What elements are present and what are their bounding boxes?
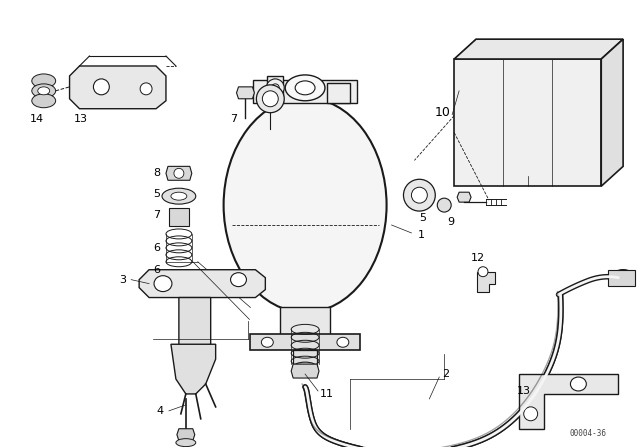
Polygon shape xyxy=(454,39,623,59)
Ellipse shape xyxy=(617,273,629,283)
Ellipse shape xyxy=(261,337,273,347)
Text: 7: 7 xyxy=(153,210,160,220)
Ellipse shape xyxy=(93,79,109,95)
Polygon shape xyxy=(179,297,211,351)
Polygon shape xyxy=(280,307,330,342)
Ellipse shape xyxy=(403,179,435,211)
Ellipse shape xyxy=(266,79,284,97)
Text: 10: 10 xyxy=(435,106,450,119)
Text: 2: 2 xyxy=(442,369,449,379)
Text: 1: 1 xyxy=(417,230,424,240)
Ellipse shape xyxy=(337,337,349,347)
Text: 8: 8 xyxy=(153,168,160,178)
Text: 14: 14 xyxy=(30,114,44,124)
Ellipse shape xyxy=(611,270,635,286)
Bar xyxy=(169,208,189,226)
Polygon shape xyxy=(608,270,635,286)
Text: 12: 12 xyxy=(471,253,485,263)
Text: 9: 9 xyxy=(447,217,454,227)
Ellipse shape xyxy=(412,187,428,203)
Polygon shape xyxy=(519,374,618,429)
Ellipse shape xyxy=(32,94,56,108)
Polygon shape xyxy=(237,87,255,99)
Polygon shape xyxy=(171,344,216,394)
Ellipse shape xyxy=(262,91,278,107)
Polygon shape xyxy=(327,83,350,103)
Polygon shape xyxy=(139,270,266,297)
Ellipse shape xyxy=(223,98,387,312)
Polygon shape xyxy=(250,334,360,350)
Text: 13: 13 xyxy=(74,114,88,124)
Text: 6: 6 xyxy=(153,265,160,275)
Polygon shape xyxy=(291,364,319,378)
Ellipse shape xyxy=(570,377,586,391)
Ellipse shape xyxy=(176,439,196,447)
Text: 6: 6 xyxy=(153,243,160,253)
Ellipse shape xyxy=(162,188,196,204)
Text: 11: 11 xyxy=(320,389,334,399)
Text: 7: 7 xyxy=(230,114,237,124)
Ellipse shape xyxy=(257,85,284,113)
Ellipse shape xyxy=(285,75,325,101)
Ellipse shape xyxy=(154,276,172,292)
Ellipse shape xyxy=(295,81,315,95)
Polygon shape xyxy=(70,66,166,109)
Polygon shape xyxy=(253,80,356,103)
Ellipse shape xyxy=(524,407,538,421)
Ellipse shape xyxy=(38,87,50,95)
Polygon shape xyxy=(601,39,623,186)
Text: 5: 5 xyxy=(153,189,160,199)
Ellipse shape xyxy=(230,273,246,287)
Text: 5: 5 xyxy=(419,213,426,223)
Polygon shape xyxy=(477,271,495,292)
Ellipse shape xyxy=(140,83,152,95)
Text: 4: 4 xyxy=(156,406,163,416)
Polygon shape xyxy=(268,76,284,103)
Ellipse shape xyxy=(271,84,279,92)
Ellipse shape xyxy=(171,192,187,200)
Text: 00004-36: 00004-36 xyxy=(570,429,607,438)
Polygon shape xyxy=(457,192,471,202)
Ellipse shape xyxy=(293,362,317,372)
Ellipse shape xyxy=(174,168,184,178)
Text: 3: 3 xyxy=(119,275,126,284)
Polygon shape xyxy=(166,166,192,180)
Ellipse shape xyxy=(32,74,56,88)
Ellipse shape xyxy=(478,267,488,277)
Ellipse shape xyxy=(437,198,451,212)
Ellipse shape xyxy=(32,84,56,98)
Text: 13: 13 xyxy=(516,386,531,396)
Polygon shape xyxy=(177,429,195,441)
Polygon shape xyxy=(454,59,601,186)
Polygon shape xyxy=(293,350,317,367)
